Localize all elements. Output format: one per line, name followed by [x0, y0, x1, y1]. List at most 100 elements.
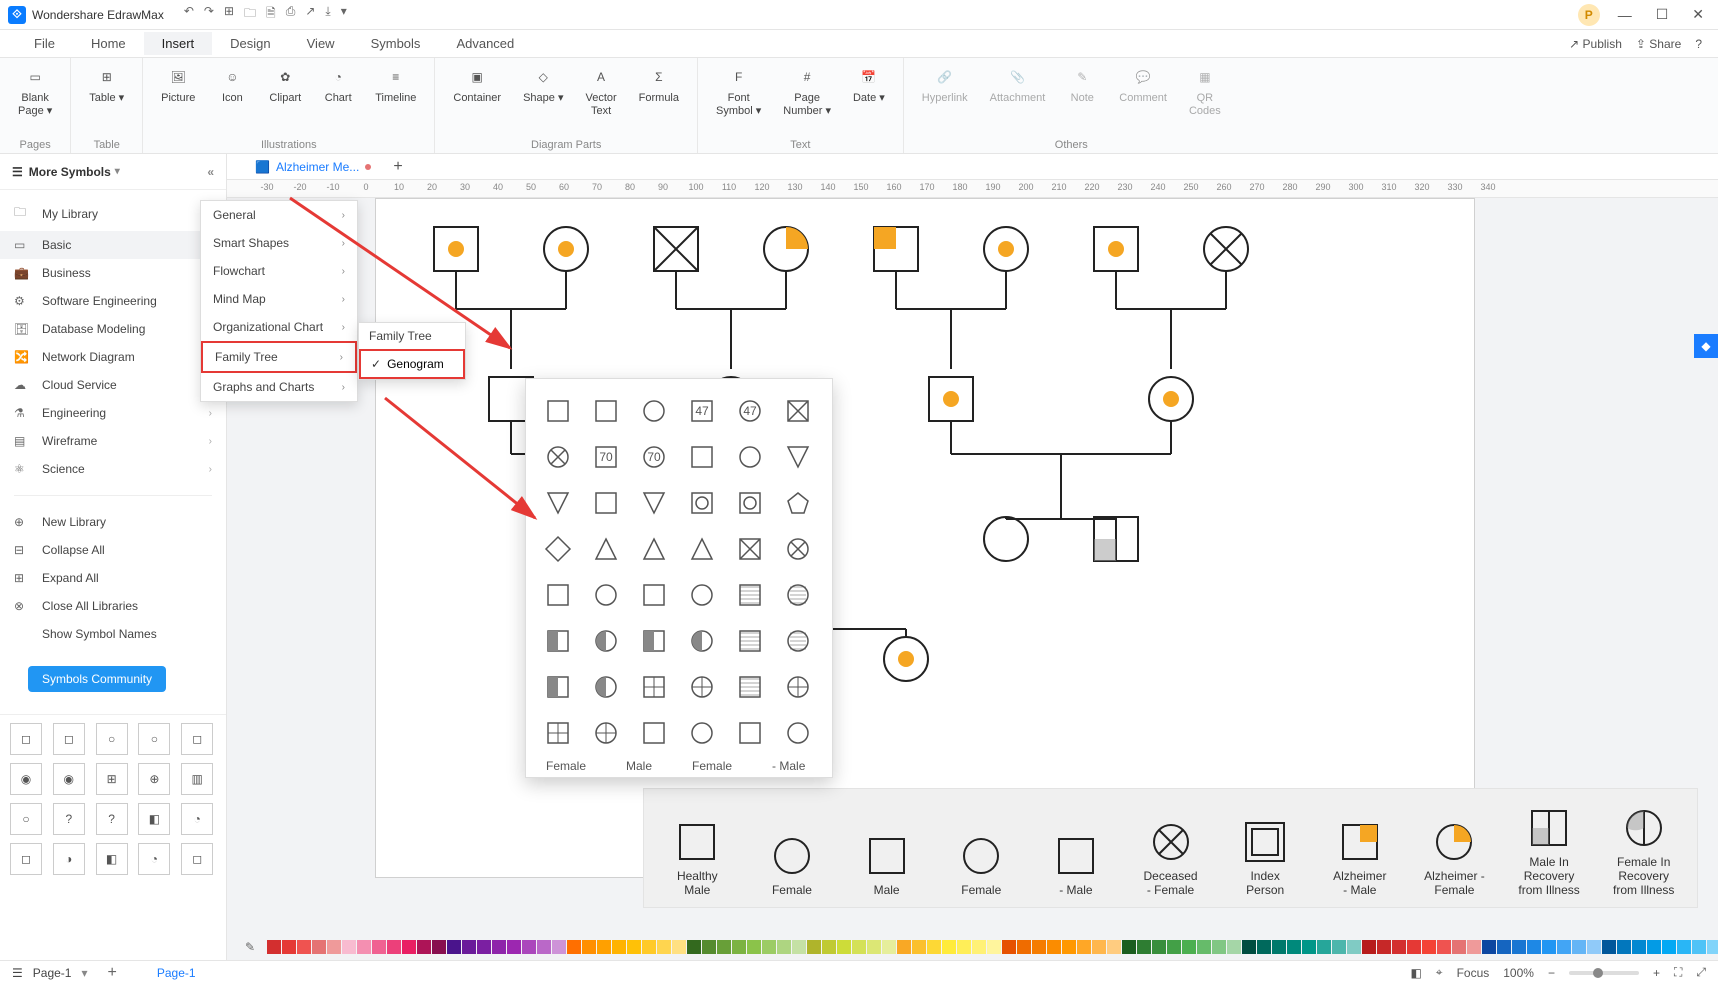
symbols-panel-header[interactable]: ☰ More Symbols ▾ «: [0, 154, 226, 190]
genogram-shape[interactable]: [732, 577, 768, 613]
genogram-shape[interactable]: [588, 715, 624, 751]
lib-network-diagram[interactable]: 🔀Network Diagram›: [0, 343, 226, 371]
color-swatch[interactable]: [672, 940, 686, 954]
color-swatch[interactable]: [912, 940, 926, 954]
color-swatch[interactable]: [1242, 940, 1256, 954]
symbols-community-button[interactable]: Symbols Community: [28, 666, 166, 692]
lib-action-close-all-libraries[interactable]: ⊗Close All Libraries: [0, 592, 226, 620]
color-swatch[interactable]: [477, 940, 491, 954]
color-swatch[interactable]: [867, 940, 881, 954]
color-swatch[interactable]: [1707, 940, 1718, 954]
color-swatch[interactable]: [1152, 940, 1166, 954]
color-swatch[interactable]: [1482, 940, 1496, 954]
genogram-shape[interactable]: [684, 531, 720, 567]
color-swatch[interactable]: [582, 940, 596, 954]
palette-shape[interactable]: ◻: [10, 723, 42, 755]
zoom-level[interactable]: 100%: [1503, 966, 1534, 980]
genogram-shape[interactable]: [636, 715, 672, 751]
color-swatch[interactable]: [1677, 940, 1691, 954]
color-swatch[interactable]: [927, 940, 941, 954]
color-swatch[interactable]: [897, 940, 911, 954]
palette-shape[interactable]: ◧: [96, 843, 128, 875]
redo-icon[interactable]: ↷: [204, 4, 214, 25]
color-swatch[interactable]: [612, 940, 626, 954]
color-swatch[interactable]: [1422, 940, 1436, 954]
save-icon[interactable]: 🗎: [266, 4, 276, 25]
color-swatch[interactable]: [762, 940, 776, 954]
color-swatch[interactable]: [1437, 940, 1451, 954]
minimize-icon[interactable]: —: [1612, 7, 1638, 23]
lib-action-expand-all[interactable]: ⊞Expand All: [0, 564, 226, 592]
lib-my-library[interactable]: 🗀My Library›: [0, 196, 226, 231]
print-icon[interactable]: ⎙: [286, 4, 296, 25]
lib-cloud-service[interactable]: ☁Cloud Service›: [0, 371, 226, 399]
color-swatch[interactable]: [1212, 940, 1226, 954]
color-swatch[interactable]: [1137, 940, 1151, 954]
genogram-shape[interactable]: [684, 669, 720, 705]
color-swatch[interactable]: [267, 940, 281, 954]
color-swatch[interactable]: [522, 940, 536, 954]
ribbon-table[interactable]: ⊞Table ▾: [81, 62, 132, 109]
color-swatch[interactable]: [492, 940, 506, 954]
fit-page-icon[interactable]: ⛶: [1674, 965, 1682, 980]
new-tab-button[interactable]: +: [393, 158, 402, 176]
color-swatch[interactable]: [1362, 940, 1376, 954]
lib-engineering[interactable]: ⚗Engineering›: [0, 399, 226, 427]
palette-shape[interactable]: ◻: [181, 843, 213, 875]
right-panel-toggle[interactable]: ◆: [1694, 334, 1718, 358]
ribbon-formula[interactable]: ΣFormula: [631, 62, 687, 122]
pages-icon[interactable]: ☰: [12, 966, 23, 980]
color-swatch[interactable]: [1317, 940, 1331, 954]
color-swatch[interactable]: [1017, 940, 1031, 954]
genogram-shape[interactable]: [732, 531, 768, 567]
ribbon-shape[interactable]: ◇Shape ▾: [515, 62, 571, 122]
genogram-shape[interactable]: [636, 577, 672, 613]
fullscreen-icon[interactable]: ⤢: [1696, 965, 1706, 980]
color-swatch[interactable]: [747, 940, 761, 954]
palette-shape[interactable]: ?: [96, 803, 128, 835]
color-swatch[interactable]: [312, 940, 326, 954]
color-swatch[interactable]: [957, 940, 971, 954]
ribbon-picture[interactable]: 🖼Picture: [153, 62, 203, 109]
genogram-shape[interactable]: [636, 393, 672, 429]
genogram-shape[interactable]: [588, 393, 624, 429]
genogram-shape[interactable]: [636, 623, 672, 659]
menu-file[interactable]: File: [16, 32, 73, 55]
zoom-slider[interactable]: [1569, 971, 1639, 975]
lib-science[interactable]: ⚛Science›: [0, 455, 226, 483]
menu-view[interactable]: View: [289, 32, 353, 55]
color-swatch[interactable]: [552, 940, 566, 954]
genogram-shape[interactable]: [780, 393, 816, 429]
color-swatch[interactable]: [1077, 940, 1091, 954]
eyedropper-icon[interactable]: ✎: [245, 940, 255, 954]
color-swatch[interactable]: [1542, 940, 1556, 954]
color-swatch[interactable]: [657, 940, 671, 954]
color-swatch[interactable]: [327, 940, 341, 954]
maximize-icon[interactable]: ☐: [1650, 6, 1675, 23]
ribbon-font-symbol[interactable]: FFontSymbol ▾: [708, 62, 769, 122]
color-swatch[interactable]: [1197, 940, 1211, 954]
color-swatch[interactable]: [1467, 940, 1481, 954]
menu-design[interactable]: Design: [212, 32, 288, 55]
ribbon-icon[interactable]: ☺Icon: [209, 62, 255, 109]
color-swatch[interactable]: [1122, 940, 1136, 954]
genogram-shape[interactable]: 47: [732, 393, 768, 429]
lib-action-collapse-all[interactable]: ⊟Collapse All: [0, 536, 226, 564]
genogram-shape[interactable]: [540, 715, 576, 751]
import-icon[interactable]: ⤓: [325, 4, 330, 25]
color-swatch[interactable]: [1557, 940, 1571, 954]
palette-shape[interactable]: ○: [138, 723, 170, 755]
genogram-shape[interactable]: 70: [588, 439, 624, 475]
close-icon[interactable]: ✕: [1686, 6, 1710, 23]
genogram-shape[interactable]: [540, 669, 576, 705]
color-swatch[interactable]: [942, 940, 956, 954]
lib-database-modeling[interactable]: 🗄Database Modeling›: [0, 315, 226, 343]
genogram-shape[interactable]: [588, 485, 624, 521]
color-swatch[interactable]: [822, 940, 836, 954]
genogram-shape[interactable]: 70: [636, 439, 672, 475]
color-swatch[interactable]: [1032, 940, 1046, 954]
palette-shape[interactable]: ◔: [138, 843, 170, 875]
color-swatch[interactable]: [402, 940, 416, 954]
color-swatch[interactable]: [387, 940, 401, 954]
color-swatch[interactable]: [852, 940, 866, 954]
